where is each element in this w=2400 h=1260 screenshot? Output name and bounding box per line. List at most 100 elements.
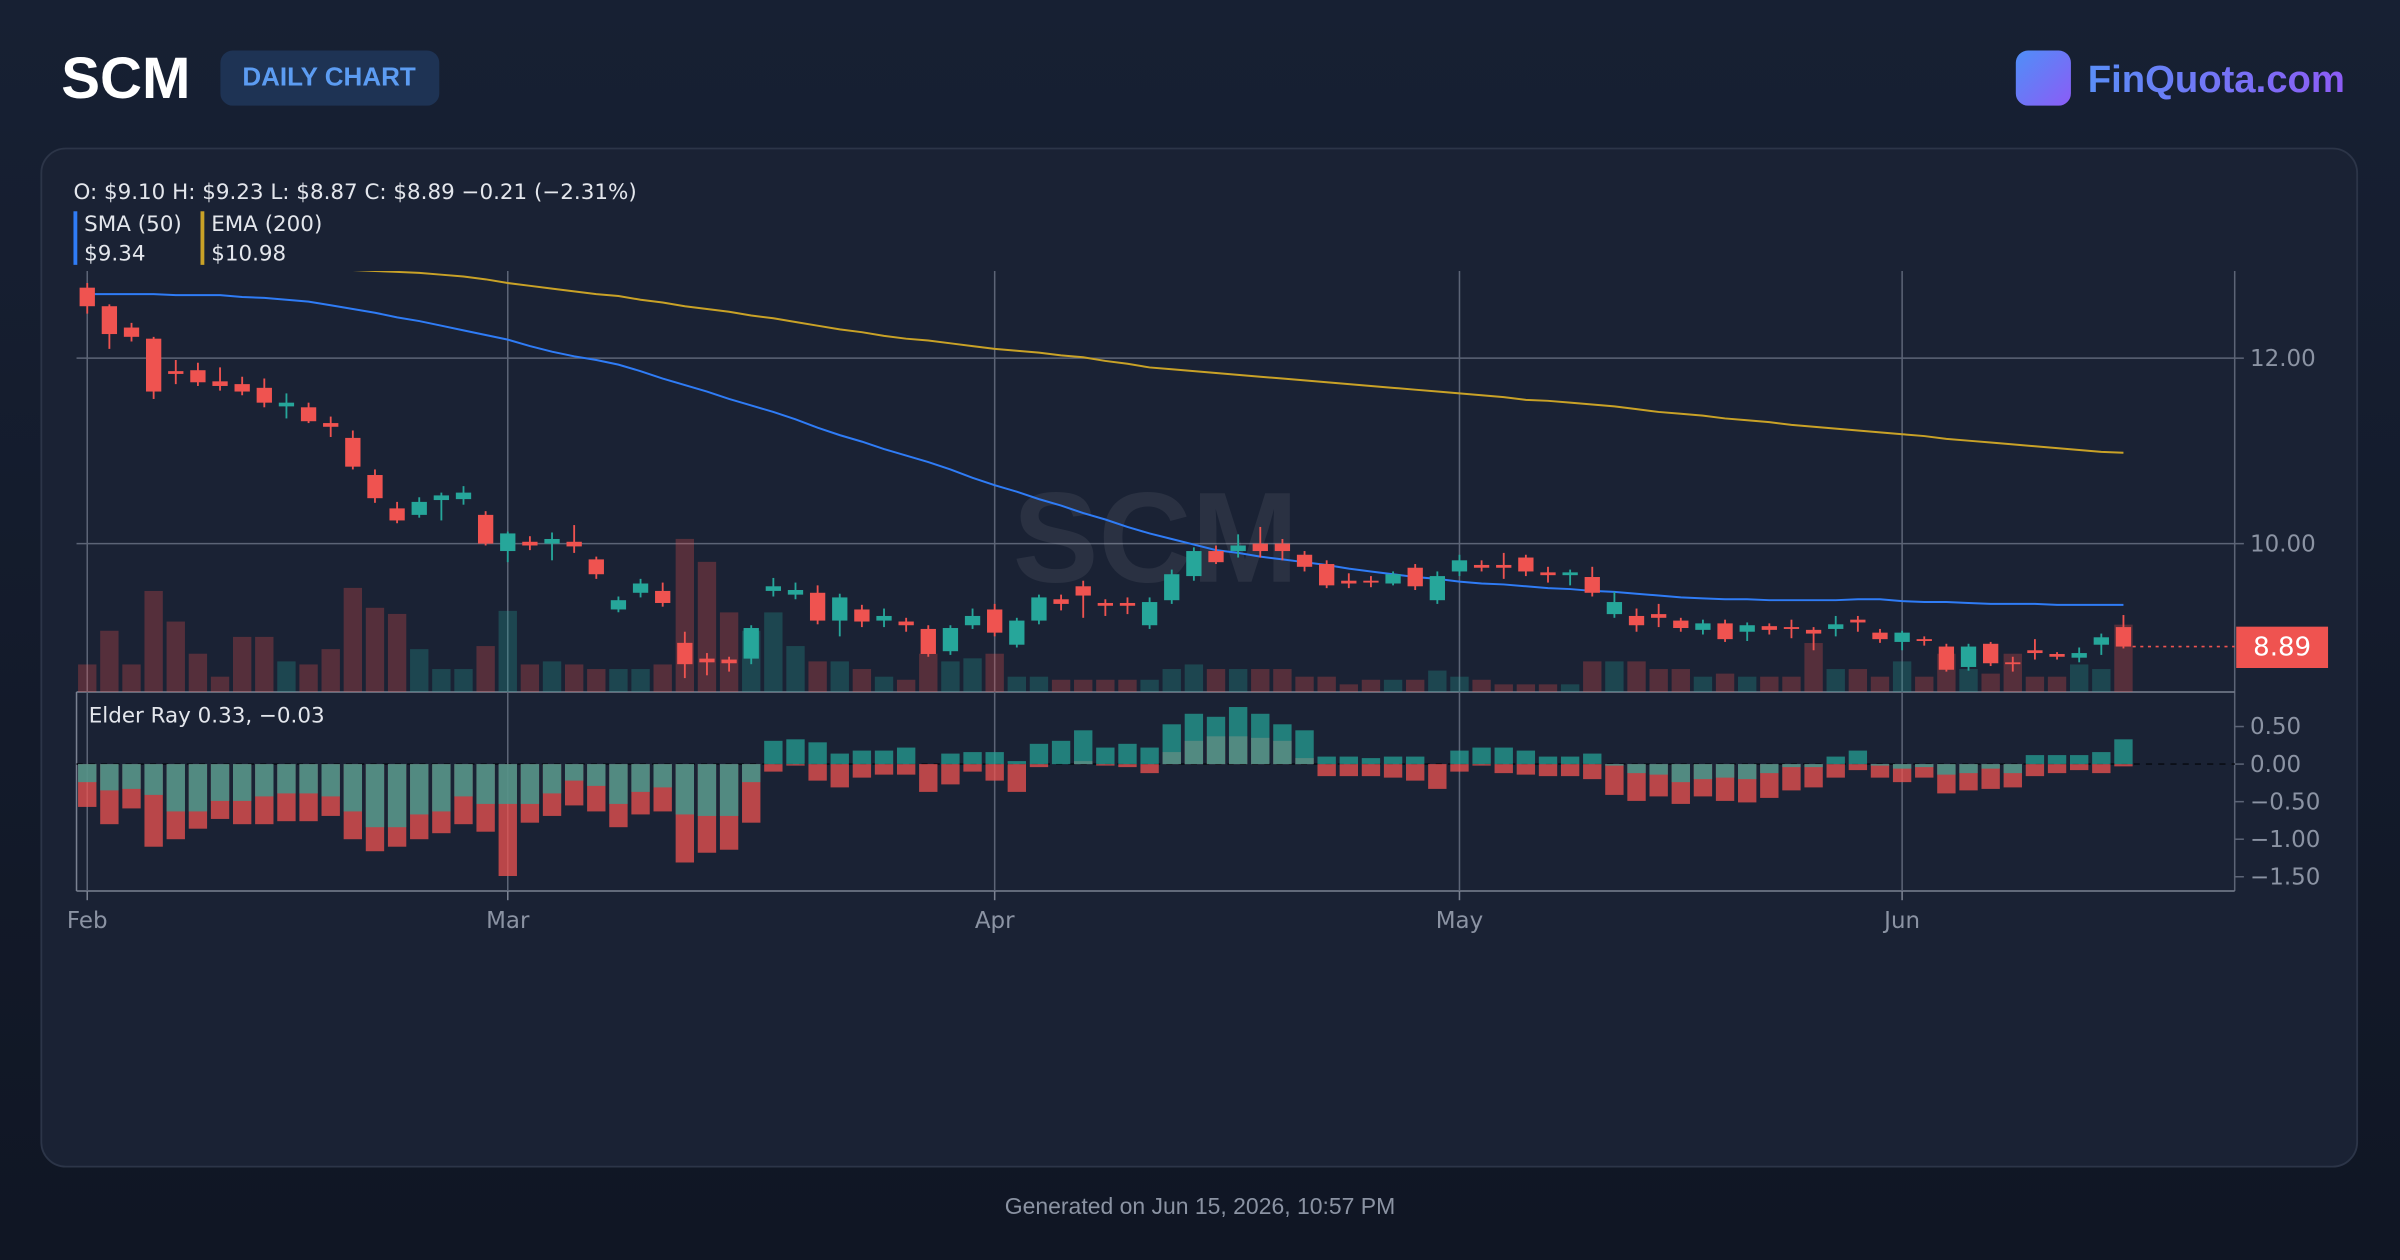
bear-power-bar xyxy=(1627,764,1646,801)
candle-body xyxy=(1164,574,1180,601)
candle-body xyxy=(278,402,295,407)
volume-bar xyxy=(1583,661,1602,693)
volume-bar xyxy=(1516,684,1536,693)
bear-power-bar xyxy=(2092,764,2111,774)
bull-power-bar xyxy=(1671,764,1690,783)
volume-bar xyxy=(1051,679,1071,693)
candle-body xyxy=(942,628,959,652)
x-tick-label: May xyxy=(1436,908,1483,934)
candle-body xyxy=(1651,614,1667,618)
candle-body xyxy=(1075,586,1091,596)
bull-power-bar xyxy=(1959,764,1978,774)
x-tick-label: Feb xyxy=(67,908,108,934)
candle-body xyxy=(1319,564,1335,586)
bear-power-bar xyxy=(1450,764,1469,772)
elder-label: Elder Ray 0.33, −0.03 xyxy=(89,704,325,729)
volume-bar xyxy=(587,669,606,693)
candle-body xyxy=(787,589,804,595)
candle-body xyxy=(1562,572,1578,576)
bull-power-bar xyxy=(1406,756,1425,765)
bull-power-bar xyxy=(1605,764,1624,766)
y-tick-label: 12.00 xyxy=(2250,346,2316,372)
candle-body xyxy=(79,287,95,307)
candle-body xyxy=(411,501,427,515)
volume-bar xyxy=(1450,676,1469,693)
candle-body xyxy=(1983,643,1999,664)
bull-power-bar xyxy=(210,764,230,801)
bull-power-bar xyxy=(1981,764,2000,769)
y2-tick-label: 0.50 xyxy=(2250,714,2301,740)
candle-body xyxy=(1097,602,1113,606)
bull-power-bar xyxy=(255,764,274,797)
candle-body xyxy=(1119,602,1136,606)
volume-bar xyxy=(1494,684,1513,693)
candle-body xyxy=(765,586,782,591)
bull-power-bar xyxy=(631,764,650,792)
volume-bar xyxy=(299,664,318,693)
candle-body xyxy=(1341,580,1357,584)
volume-bar xyxy=(1273,669,1292,693)
candle-body xyxy=(234,384,250,392)
volume-bar xyxy=(1074,679,1093,693)
bull-power-bar xyxy=(1096,747,1115,765)
y2-tick-label: −0.50 xyxy=(2250,789,2320,815)
candle-body xyxy=(1009,620,1025,645)
bear-power-bar xyxy=(1317,764,1336,777)
candle-body xyxy=(256,387,272,403)
bear-power-bar xyxy=(1096,764,1115,766)
candle-body xyxy=(1429,576,1445,601)
volume-bar xyxy=(166,621,185,693)
candle-body xyxy=(1739,625,1755,632)
legend-name: SMA (50) xyxy=(84,212,182,237)
bull-power-bar xyxy=(2092,752,2111,765)
candle-body xyxy=(1894,632,1910,642)
volume-bar xyxy=(1848,669,1868,693)
volume-bar xyxy=(764,612,783,693)
bull-power-bar xyxy=(1317,756,1336,765)
candle-body xyxy=(1673,620,1689,629)
bull-power-bar xyxy=(1892,764,1912,769)
bear-power-bar xyxy=(1804,764,1823,788)
bull-power-bar xyxy=(1538,756,1558,765)
bear-power-bar xyxy=(1560,764,1580,777)
bull-power-bar xyxy=(454,764,473,797)
bull-power-bar xyxy=(1804,764,1823,768)
volume-bar xyxy=(808,661,827,693)
volume-bar xyxy=(122,664,141,693)
bear-power-bar xyxy=(1140,764,1159,774)
volume-bar xyxy=(188,653,208,693)
bull-power-bar xyxy=(1450,750,1469,765)
candle-body xyxy=(964,615,981,626)
candle-body xyxy=(477,514,494,544)
bull-power-bar xyxy=(1206,716,1226,765)
bear-power-bar xyxy=(1472,764,1491,766)
legend-swatch xyxy=(73,211,78,265)
candle-body xyxy=(1628,615,1645,626)
bull-power-bar xyxy=(1361,758,1381,765)
volume-bar xyxy=(985,653,1004,693)
x-tick-label: Jun xyxy=(1882,908,1920,934)
bull-power-bar xyxy=(1162,724,1181,765)
plot: 10.00 12.00 0.50 0.00 −0.50 −1.00 −1.50 Feb Mar A… xyxy=(67,180,2329,934)
candle-body xyxy=(898,621,914,626)
bull-power-bar xyxy=(299,764,318,794)
bull-power-bar xyxy=(1472,747,1491,765)
bear-power-bar xyxy=(2047,764,2067,774)
volume-bar xyxy=(78,664,97,693)
volume-bar xyxy=(1959,669,1978,693)
volume-bar xyxy=(874,676,894,693)
volume-bar xyxy=(2025,676,2045,693)
bear-power-bar xyxy=(1029,764,1049,768)
volume-bar xyxy=(1007,676,1026,693)
legend-value: $10.98 xyxy=(211,241,286,266)
bull-power-bar xyxy=(1560,756,1580,765)
candle-body xyxy=(2027,650,2043,654)
bear-power-bar xyxy=(1605,764,1624,795)
volume-bar xyxy=(963,658,982,693)
bull-power-bar xyxy=(365,764,385,828)
bear-power-bar xyxy=(1428,764,1447,789)
candle-body xyxy=(1230,545,1246,552)
watermark: SCM xyxy=(1013,467,1299,610)
volume-bar xyxy=(653,664,672,693)
bull-power-bar xyxy=(609,764,628,804)
